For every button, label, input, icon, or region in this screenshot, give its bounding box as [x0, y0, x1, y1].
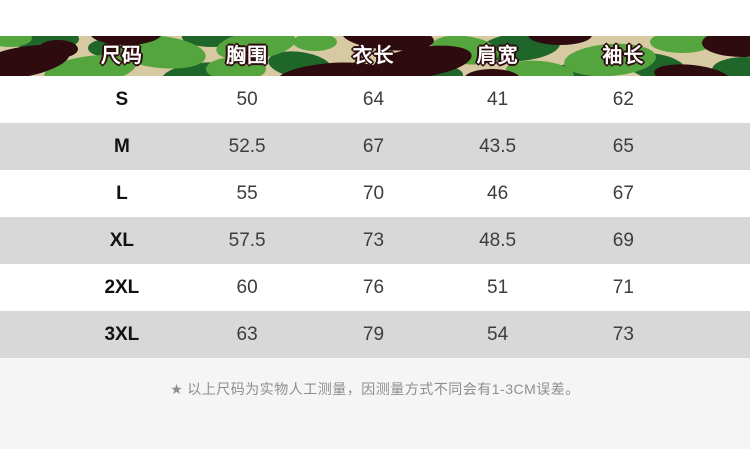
shoulder-value: 54	[487, 324, 509, 345]
camo-pattern-icon	[0, 36, 750, 76]
shoulder-value: 43.5	[479, 136, 517, 157]
chest-value: 57.5	[228, 230, 266, 251]
sleeve-value: 71	[612, 277, 634, 298]
column-header-chest: 胸围	[226, 45, 269, 67]
shoulder-value: 41	[487, 89, 509, 110]
table-row-xl: XL 57.5 73 48.5 69	[0, 217, 750, 264]
table-row-3xl: 3XL 63 79 54 73	[0, 311, 750, 358]
sleeve-value: 73	[612, 324, 634, 345]
measurement-note-footer: ★ 以上尺码为实物人工测量，因测量方式不同会有1-3CM误差。	[0, 358, 750, 449]
shoulder-value: 51	[487, 277, 509, 298]
star-icon: ★	[170, 381, 184, 397]
chest-value: 55	[236, 183, 258, 204]
sleeve-value: 67	[612, 183, 634, 204]
sleeve-value: 65	[612, 136, 634, 157]
measurement-note: ★ 以上尺码为实物人工测量，因测量方式不同会有1-3CM误差。	[170, 381, 580, 397]
table-row-s: S 50 64 41 62	[0, 76, 750, 123]
size-label: L	[116, 183, 128, 204]
shoulder-value: 46	[487, 183, 509, 204]
column-header-sleeve: 袖长	[602, 45, 645, 67]
length-value: 67	[362, 136, 385, 157]
header-row: 尺码 胸围 衣长 肩宽 袖长	[0, 36, 750, 76]
length-value: 79	[362, 324, 385, 345]
chest-value: 63	[236, 324, 258, 345]
size-label: M	[113, 136, 130, 157]
table-row-l: L 55 70 46 67	[0, 170, 750, 217]
size-label: XL	[109, 230, 135, 251]
size-label: S	[115, 89, 129, 110]
chest-value: 60	[236, 277, 258, 298]
table-row-m: M 52.5 67 43.5 65	[0, 123, 750, 170]
length-value: 64	[362, 89, 385, 110]
sleeve-value: 62	[612, 89, 634, 110]
column-header-size: 尺码	[100, 45, 143, 67]
shoulder-value: 48.5	[479, 230, 517, 251]
length-value: 73	[362, 230, 385, 251]
chest-value: 52.5	[228, 136, 266, 157]
column-header-shoulder: 肩宽	[476, 45, 519, 67]
sleeve-value: 69	[612, 230, 634, 251]
measurement-note-text: 以上尺码为实物人工测量，因测量方式不同会有1-3CM误差。	[187, 381, 580, 397]
size-label: 3XL	[104, 324, 140, 345]
size-label: 2XL	[104, 277, 140, 298]
column-header-length: 衣长	[352, 45, 395, 67]
top-margin	[0, 0, 750, 36]
length-value: 76	[362, 277, 385, 298]
table-row-2xl: 2XL 60 76 51 71	[0, 264, 750, 311]
size-chart-header: 尺码 胸围 衣长 肩宽 袖长	[0, 36, 750, 76]
length-value: 70	[362, 183, 385, 204]
chest-value: 50	[236, 89, 258, 110]
